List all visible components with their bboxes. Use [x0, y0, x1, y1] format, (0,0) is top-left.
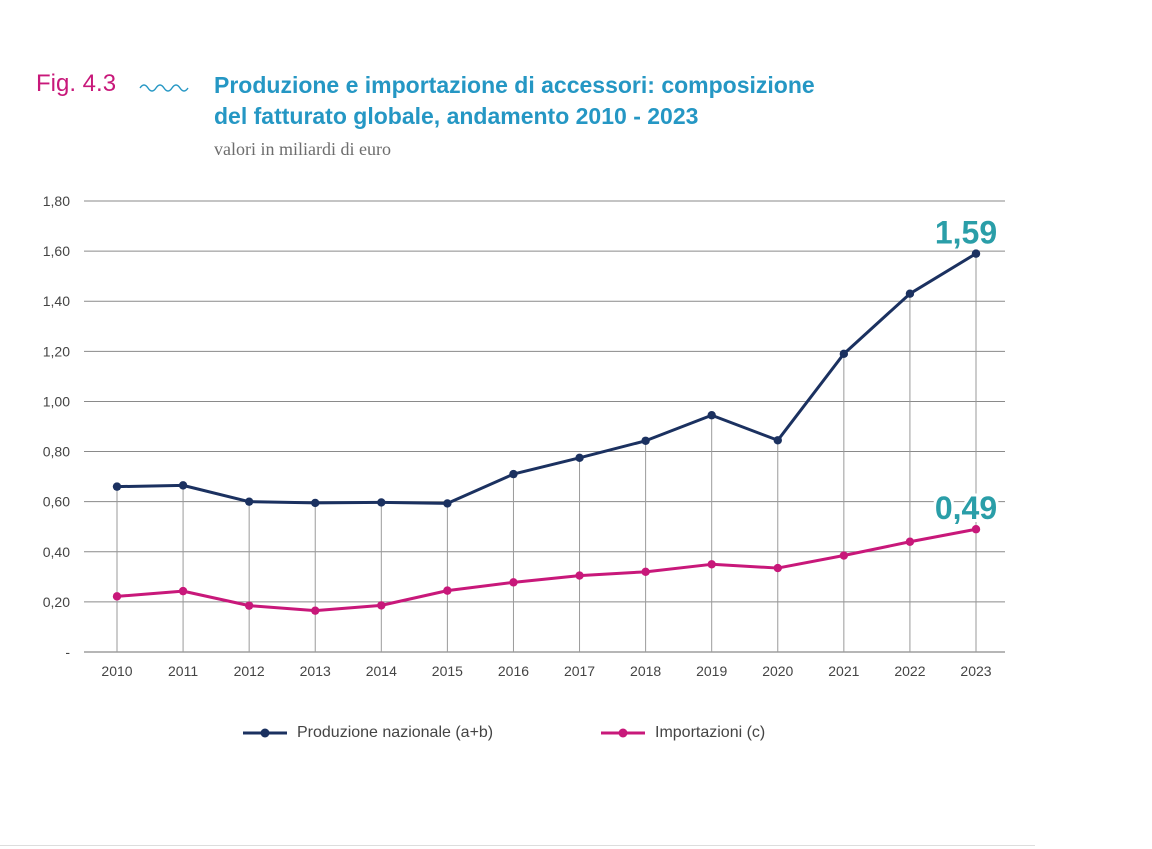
y-tick-label: 0,80	[43, 444, 70, 460]
y-tick-label: 1,20	[43, 343, 70, 359]
data-point-importazioni	[244, 601, 254, 610]
x-tick-label: 2022	[894, 663, 925, 679]
legend-item-importazioni: Importazioni (c)	[601, 724, 765, 742]
x-tick-label: 2019	[696, 663, 727, 679]
legend-label-importazioni: Importazioni (c)	[655, 724, 766, 741]
data-point-produzione	[509, 469, 518, 479]
data-point-produzione	[178, 481, 188, 490]
data-point-importazioni	[311, 606, 320, 615]
end-label-produzione: 1,59	[935, 215, 997, 251]
data-point-importazioni	[839, 551, 849, 560]
data-point-importazioni	[112, 592, 122, 601]
line-chart: - 0,20 0,40 0,60 0,80 1,00 1,20 1,40 1,60 1,80 201…	[43, 193, 1005, 679]
data-point-produzione	[707, 411, 716, 420]
y-tick-label: -	[65, 644, 70, 660]
legend-marker-produzione	[243, 728, 287, 738]
x-tick-label: 2013	[300, 663, 331, 679]
data-point-produzione	[971, 249, 981, 258]
data-point-produzione	[377, 498, 386, 507]
data-point-importazioni	[443, 586, 452, 595]
x-tick-label: 2018	[630, 663, 661, 679]
chart-subtitle: valori in miliardi di euro	[214, 139, 391, 159]
data-point-importazioni	[905, 537, 915, 546]
data-point-produzione	[112, 482, 122, 491]
chart-title-line-1: Produzione e importazione di accessori: …	[214, 72, 815, 98]
x-tick-label: 2015	[432, 663, 463, 679]
x-tick-label: 2023	[960, 663, 991, 679]
data-point-produzione	[641, 436, 650, 445]
data-point-importazioni	[575, 571, 584, 580]
chart-legend: Produzione nazionale (a+b) Importazioni …	[0, 724, 1152, 752]
y-tick-label: 1,00	[43, 393, 70, 409]
chart-title-line-2: del fatturato globale, andamento 2010 - …	[214, 103, 699, 129]
page-divider	[0, 845, 1035, 846]
y-tick-label: 0,60	[43, 494, 70, 510]
data-point-importazioni	[178, 586, 188, 596]
x-tick-label: 2020	[762, 663, 793, 679]
end-label-importazioni: 0,49	[935, 490, 997, 526]
series-line-importazioni	[116, 527, 977, 613]
legend-item-produzione: Produzione nazionale (a+b)	[243, 724, 493, 742]
y-tick-label: 1,60	[43, 243, 70, 259]
data-point-produzione	[443, 499, 452, 508]
data-point-importazioni	[641, 567, 650, 577]
data-point-produzione	[575, 453, 584, 463]
data-point-produzione	[905, 289, 915, 298]
x-tick-label: 2012	[234, 663, 265, 679]
data-point-importazioni	[509, 578, 518, 587]
chart-title: Produzione e importazione di accessori: …	[214, 70, 974, 132]
y-tick-label: 1,80	[43, 193, 70, 209]
x-tick-label: 2011	[168, 663, 198, 679]
data-point-importazioni	[971, 525, 981, 534]
figure-label: Fig. 4.3	[36, 70, 117, 97]
data-point-produzione	[839, 349, 849, 359]
data-point-produzione	[311, 498, 320, 508]
x-tick-label: 2016	[498, 663, 529, 679]
data-point-importazioni	[377, 601, 386, 610]
x-tick-label: 2021	[828, 663, 859, 679]
series-line-produzione	[116, 252, 977, 505]
x-tick-label: 2010	[101, 663, 132, 679]
legend-marker-importazioni	[601, 728, 645, 738]
y-tick-label: 0,40	[43, 544, 70, 560]
legend-label-produzione: Produzione nazionale (a+b)	[297, 724, 494, 741]
y-tick-label: 0,20	[43, 594, 70, 610]
wave-icon	[139, 84, 189, 92]
data-point-importazioni	[773, 563, 782, 573]
y-tick-label: 1,40	[43, 293, 70, 309]
data-point-importazioni	[707, 560, 716, 569]
x-tick-label: 2017	[564, 663, 595, 679]
data-point-produzione	[244, 497, 254, 506]
x-tick-label: 2014	[366, 663, 397, 679]
data-point-produzione	[773, 436, 782, 445]
